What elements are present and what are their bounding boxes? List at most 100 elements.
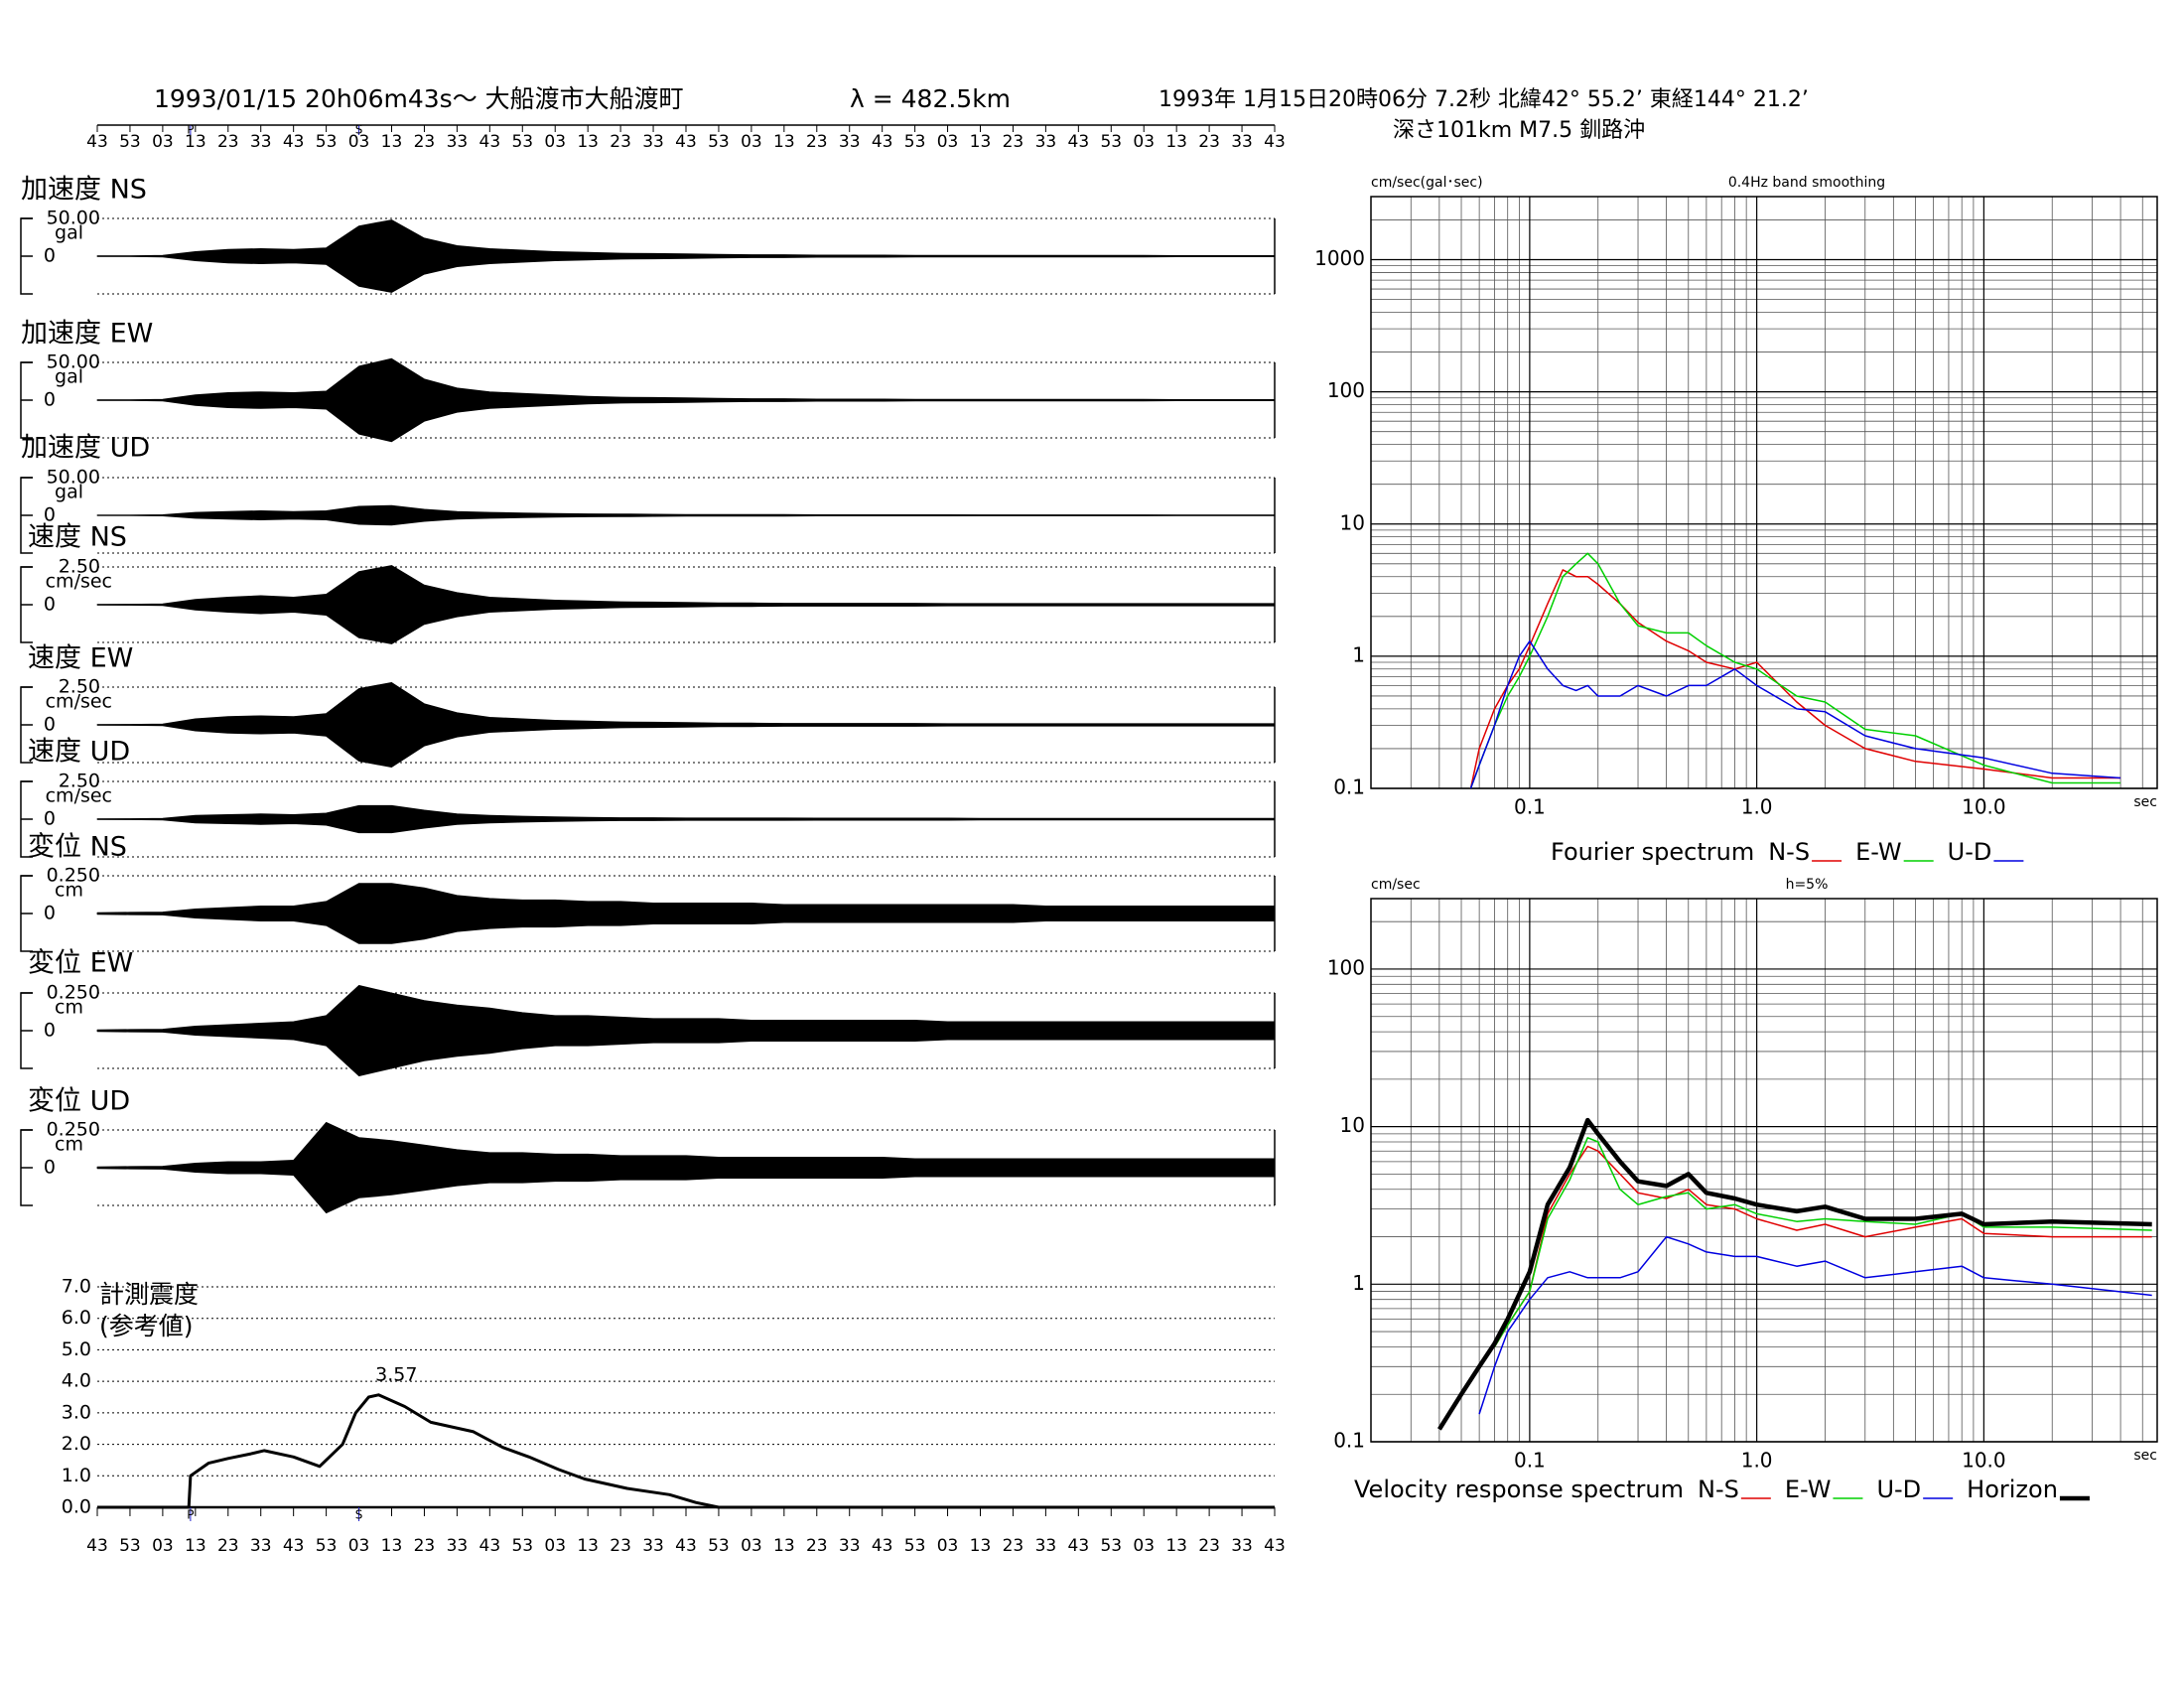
y-tick-label: 0.250	[47, 1119, 100, 1141]
x-tick-label: 03	[348, 132, 370, 152]
y-tick-label: 0	[44, 1020, 56, 1042]
legend-label: Horizon	[1967, 1476, 2058, 1503]
intensity-line	[97, 1393, 1275, 1509]
y-tick-label: 1000	[1314, 246, 1365, 270]
x-tick-label: 23	[217, 132, 239, 152]
x-tick-label: 03	[937, 132, 959, 152]
x-tick-label: 03	[1133, 132, 1155, 152]
spectrum-line	[1493, 1137, 2152, 1347]
x-tick-label: 53	[1100, 132, 1122, 152]
x-tick-label: 13	[970, 132, 992, 152]
x-tick-label: 10.0	[1962, 1449, 2006, 1473]
x-tick-label: 53	[904, 1536, 926, 1556]
unit-label: cm/sec	[46, 571, 112, 593]
x-tick-label: 33	[642, 132, 664, 152]
y-tick-label: 0	[44, 389, 56, 411]
x-tick-label: 23	[414, 132, 436, 152]
phase-label: S	[355, 1508, 363, 1522]
x-tick-label: 23	[806, 1536, 828, 1556]
event-info: 1993年 1月15日20時06分 7.2秒 北緯42° 55.2’ 東経144…	[1159, 87, 1809, 112]
legend-label: N-S	[1698, 1476, 1739, 1503]
unit-label: gal	[55, 222, 83, 244]
x-tick-label: 03	[741, 1536, 762, 1556]
y-tick-label: 1.0	[62, 1465, 91, 1486]
x-tick-label: 53	[1100, 1536, 1122, 1556]
y-tick-label: 0.1	[1333, 1429, 1365, 1453]
unit-label: gal	[55, 366, 83, 388]
y-tick-label: 7.0	[62, 1276, 91, 1298]
spectrum-line	[1493, 1145, 2152, 1347]
x-tick-label: 03	[152, 132, 174, 152]
x-tick-label: 33	[447, 1536, 469, 1556]
x-tick-label: 33	[1231, 1536, 1253, 1556]
trace-label: 速度 NS	[28, 522, 127, 553]
x-tick-label: 1.0	[1741, 1449, 1773, 1473]
x-tick-label: 43	[86, 1536, 108, 1556]
y-tick-label: 0.250	[47, 865, 100, 887]
x-tick-label: 03	[937, 1536, 959, 1556]
legend-label: U-D	[1948, 838, 1992, 866]
y-axis-title: 計測震度	[99, 1280, 199, 1309]
y-tick-label: 0.1	[1333, 775, 1365, 799]
y-tick-label: 4.0	[62, 1370, 91, 1392]
x-tick-label: 53	[119, 132, 141, 152]
y-tick-label: 0	[44, 808, 56, 830]
plot-frame	[1370, 898, 2158, 1443]
y-tick-label: 1	[1352, 642, 1365, 666]
spectrum-line	[1469, 569, 2121, 788]
chart-title: 0.4Hz band smoothing	[1728, 175, 1885, 191]
x-tick-label: 13	[185, 1536, 206, 1556]
x-tick-label: 13	[381, 132, 403, 152]
x-tick-label: 43	[675, 132, 697, 152]
x-tick-label: 1.0	[1741, 795, 1773, 819]
y-tick-label: 2.0	[62, 1433, 91, 1455]
x-tick-label: 0.1	[1514, 1449, 1546, 1473]
trace-label: 速度 EW	[28, 643, 133, 674]
x-tick-label: 13	[1165, 1536, 1187, 1556]
y-tick-label: 2.50	[59, 771, 100, 792]
x-tick-label: 43	[1068, 1536, 1090, 1556]
phase-label: P	[187, 123, 194, 137]
waveform-envelope	[96, 985, 1276, 1076]
x-tick-label: 13	[1165, 132, 1187, 152]
y-tick-label: 3.0	[62, 1401, 91, 1423]
x-tick-label: 33	[1035, 132, 1057, 152]
x-tick-label: 43	[872, 1536, 893, 1556]
y-tick-label: 6.0	[62, 1307, 91, 1329]
x-tick-label: 03	[544, 1536, 566, 1556]
y-axis-title: cm/sec	[1371, 877, 1421, 893]
y-tick-label: 0	[44, 1157, 56, 1179]
waveform-envelope	[96, 682, 1276, 768]
x-tick-label: 33	[642, 1536, 664, 1556]
x-tick-label: 13	[773, 132, 795, 152]
x-tick-label: 43	[1264, 132, 1286, 152]
x-tick-label: 43	[479, 132, 501, 152]
y-tick-label: 100	[1327, 955, 1365, 979]
x-tick-label: 13	[577, 132, 599, 152]
x-tick-label: 23	[1198, 132, 1220, 152]
legend-label: E-W	[1855, 838, 1902, 866]
y-tick-label: 100	[1327, 378, 1365, 402]
legend-title: Velocity response spectrum	[1354, 1476, 1684, 1503]
x-axis-title: sec	[2133, 1448, 2157, 1464]
trace-label: 変位 NS	[28, 832, 127, 863]
unit-label: cm	[55, 880, 83, 902]
x-tick-label: 43	[675, 1536, 697, 1556]
x-tick-label: 53	[119, 1536, 141, 1556]
spectrum-line	[1469, 639, 2121, 788]
waveform-envelope	[96, 357, 1276, 443]
y-tick-label: 50.00	[47, 467, 100, 489]
x-tick-label: 23	[1003, 1536, 1024, 1556]
y-tick-label: 1	[1352, 1271, 1365, 1295]
spectrum-line	[1436, 1117, 2152, 1431]
y-tick-label: 0.0	[62, 1496, 91, 1518]
unit-label: cm/sec	[46, 785, 112, 807]
y-tick-label: 0	[44, 714, 56, 736]
y-tick-label: 5.0	[62, 1338, 91, 1360]
waveform-envelope	[96, 883, 1276, 944]
x-tick-label: 13	[185, 132, 206, 152]
legend-label: N-S	[1768, 838, 1810, 866]
x-tick-label: 23	[610, 132, 631, 152]
x-tick-label: 23	[414, 1536, 436, 1556]
